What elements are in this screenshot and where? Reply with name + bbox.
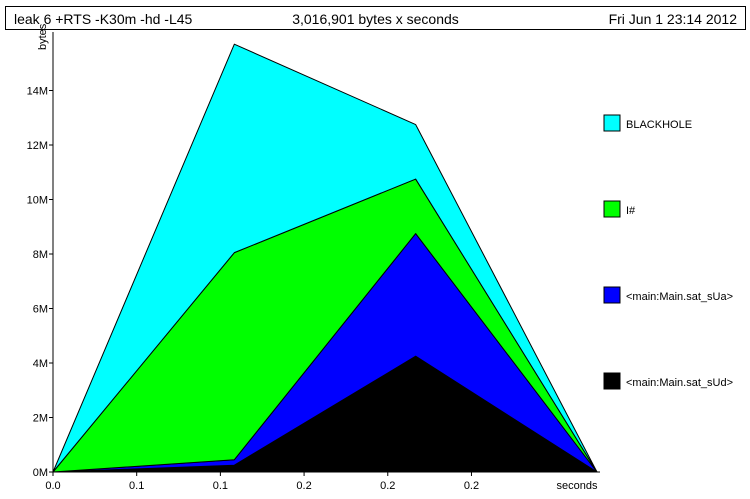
legend-label: BLACKHOLE [626,119,692,131]
x-tick-label: 0.1 [213,480,228,492]
x-axis-label: seconds [557,480,598,492]
legend-label: <main:Main.sat_sUa> [626,291,733,303]
y-tick-label: 14M [27,86,48,98]
chart-subtitle: 3,016,901 bytes x seconds [292,11,459,27]
legend: BLACKHOLE I# <main:Main.sat_sUa> <main:Main… [603,114,733,390]
x-tick-label: 0.2 [464,480,479,492]
legend-swatch [603,372,621,390]
x-tick-label: 0.0 [45,480,60,492]
x-tick-label: 0.2 [296,480,311,492]
chart-date: Fri Jun 1 23:14 2012 [608,11,737,27]
legend-swatch [603,114,621,132]
y-axis-label: bytes [37,23,49,50]
y-tick-label: 6M [33,304,48,316]
legend-label: I# [626,205,636,217]
chart-header: leak 6 +RTS -K30m -hd -L45 3,016,901 byt… [5,6,746,30]
x-tick-label: 0.1 [129,480,144,492]
legend-swatch [603,200,621,218]
y-tick-label: 0M [33,467,48,479]
y-tick-label: 12M [27,140,48,152]
legend-swatch [603,286,621,304]
series-areas [52,43,598,473]
y-tick-label: 8M [33,249,48,261]
axes: 0M 2M 4M 6M 8M 10M 12M 14M bytes 0.0 0.1 0.1 0.2 0.2 0… [27,23,600,492]
x-tick-label: 0.2 [380,480,395,492]
y-tick-label: 10M [27,195,48,207]
y-tick-label: 4M [33,358,48,370]
y-tick-label: 2M [33,413,48,425]
legend-label: <main:Main.sat_sUd> [626,377,733,389]
chart-title: leak 6 +RTS -K30m -hd -L45 [14,11,193,27]
